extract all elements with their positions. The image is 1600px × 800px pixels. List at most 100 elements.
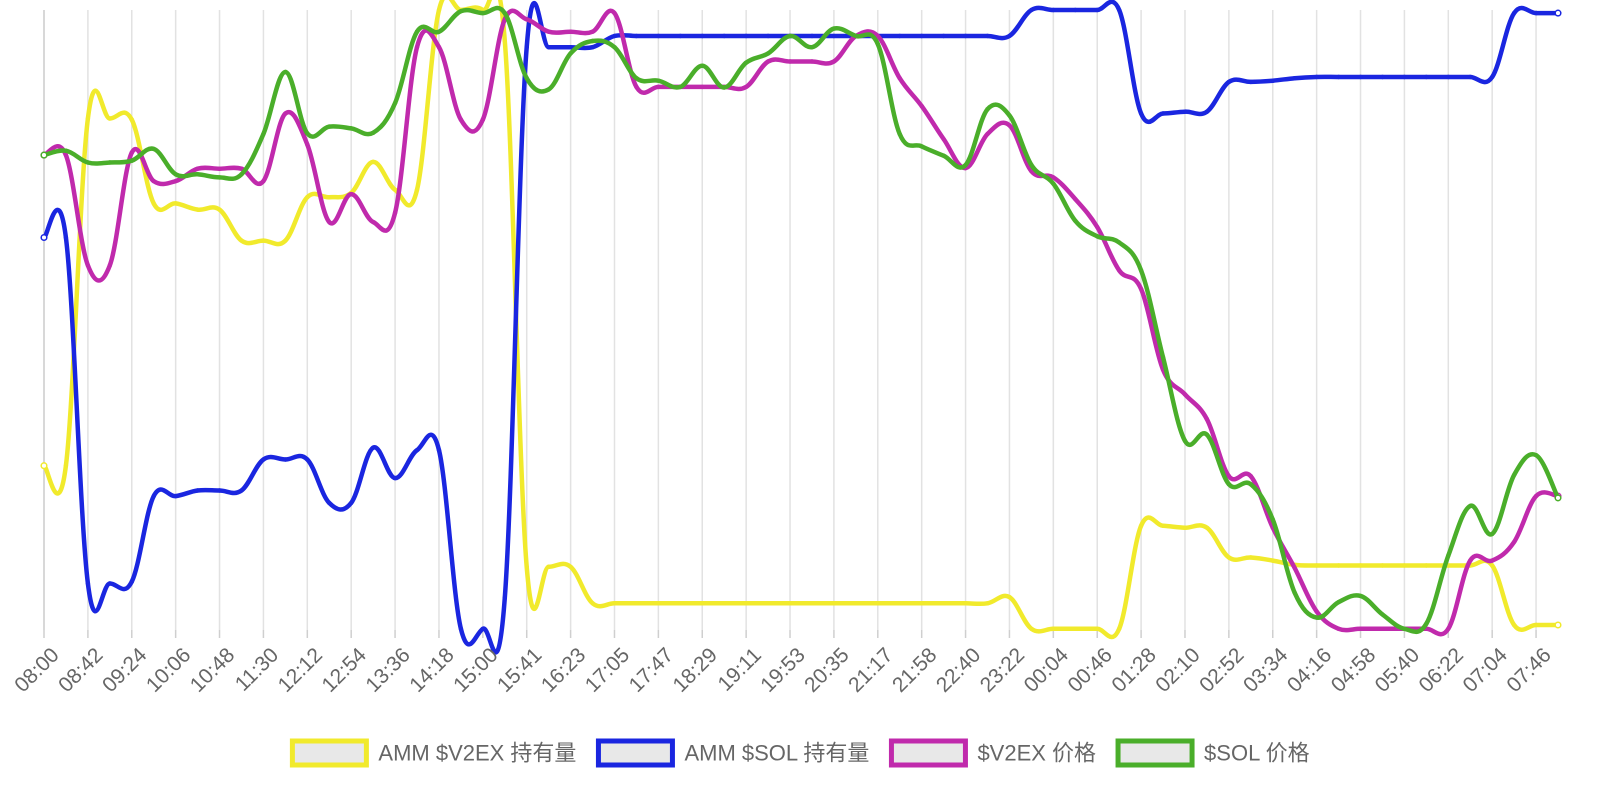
data-point [261,457,266,462]
endpoint-marker [40,233,48,242]
axes [43,10,1537,638]
data-point [1248,555,1254,560]
endpoint-marker [1554,621,1562,629]
data-point [1029,162,1034,168]
legend-item-1[interactable]: AMM $V2EX 持有量 [289,738,576,768]
data-point [1138,111,1144,116]
data-point [85,116,91,121]
data-point [524,564,529,569]
x-tick-label: 04:58 [1327,643,1380,696]
data-point [1446,74,1451,80]
data-point [656,33,661,39]
data-point [831,33,837,39]
data-point [392,210,398,215]
data-point [831,59,837,64]
x-tick-label: 17:47 [625,643,678,696]
data-point [1226,474,1232,479]
data-point [634,601,639,606]
data-point [414,45,420,50]
data-point [129,150,134,155]
data-point [1051,7,1056,13]
data-point [568,45,573,50]
data-point [1248,482,1254,487]
x-tick-label: 14:18 [405,643,458,696]
data-point [392,475,398,481]
series-line [41,0,1561,655]
data-point [941,136,946,142]
data-point [1446,626,1451,631]
data-point [656,601,661,606]
data-point [612,45,617,50]
data-point [1270,558,1276,563]
data-point [568,29,573,34]
data-point [743,33,749,39]
data-point [678,33,683,39]
series-3 [40,8,1562,637]
data-point [1182,438,1188,444]
legend-label: AMM $SOL 持有量 [684,741,869,766]
data-point [1336,599,1341,605]
data-point [480,117,485,122]
x-tick-label: 07:46 [1502,643,1555,696]
data-point [63,235,69,240]
data-point [414,448,420,453]
data-point [1226,482,1232,487]
data-point [897,33,902,39]
data-point [1468,74,1473,80]
x-tick-label: 02:10 [1151,643,1204,696]
data-point [370,445,376,450]
data-point [1380,612,1385,617]
legend-item-3[interactable]: $V2EX 价格 [888,738,1096,768]
legend-swatch [888,738,968,768]
data-point [1248,79,1254,85]
data-point [919,601,924,606]
data-point [1380,74,1385,80]
x-tick-label: 16:23 [537,643,590,696]
legend-item-2[interactable]: AMM $SOL 持有量 [595,738,869,768]
data-point [590,45,595,50]
data-point [502,38,507,44]
legend[interactable]: AMM $V2EX 持有量 AMM $SOL 持有量 $V2EX 价格 $SOL 价格 [289,738,1310,768]
data-point [985,107,990,112]
data-point [590,29,595,34]
x-tick-label: 23:22 [976,643,1029,696]
data-point [809,601,815,606]
data-point [1292,76,1297,81]
data-point [1073,626,1078,631]
data-point [1511,10,1517,16]
data-point [1182,525,1188,530]
data-point [1007,113,1012,118]
series-lines [40,0,1562,655]
data-point [239,238,244,243]
data-point [1424,74,1429,80]
data-point [458,117,464,122]
data-point [480,10,485,16]
x-tick-label: 12:12 [274,643,327,696]
data-point [239,488,244,493]
data-point [1204,109,1210,114]
data-point [743,601,749,606]
data-point [700,601,705,606]
x-tick-label: 05:40 [1371,643,1424,696]
data-point [1314,74,1319,80]
legend-item-4[interactable]: $SOL 价格 [1115,738,1310,768]
data-point [458,9,464,14]
x-tick-label: 18:29 [669,643,722,696]
data-point [1468,558,1473,563]
data-point [173,178,178,184]
data-point [1380,626,1385,631]
data-point [129,158,134,163]
data-point [1007,594,1012,600]
data-point [1402,74,1407,80]
data-point [327,219,332,225]
data-point [129,117,134,122]
data-point [787,601,793,606]
data-point [458,626,464,631]
data-point [963,601,968,606]
data-point [568,564,573,569]
data-point [195,488,200,493]
data-point [1007,33,1012,39]
legend-label: $V2EX 价格 [977,741,1096,766]
data-point [524,17,529,22]
